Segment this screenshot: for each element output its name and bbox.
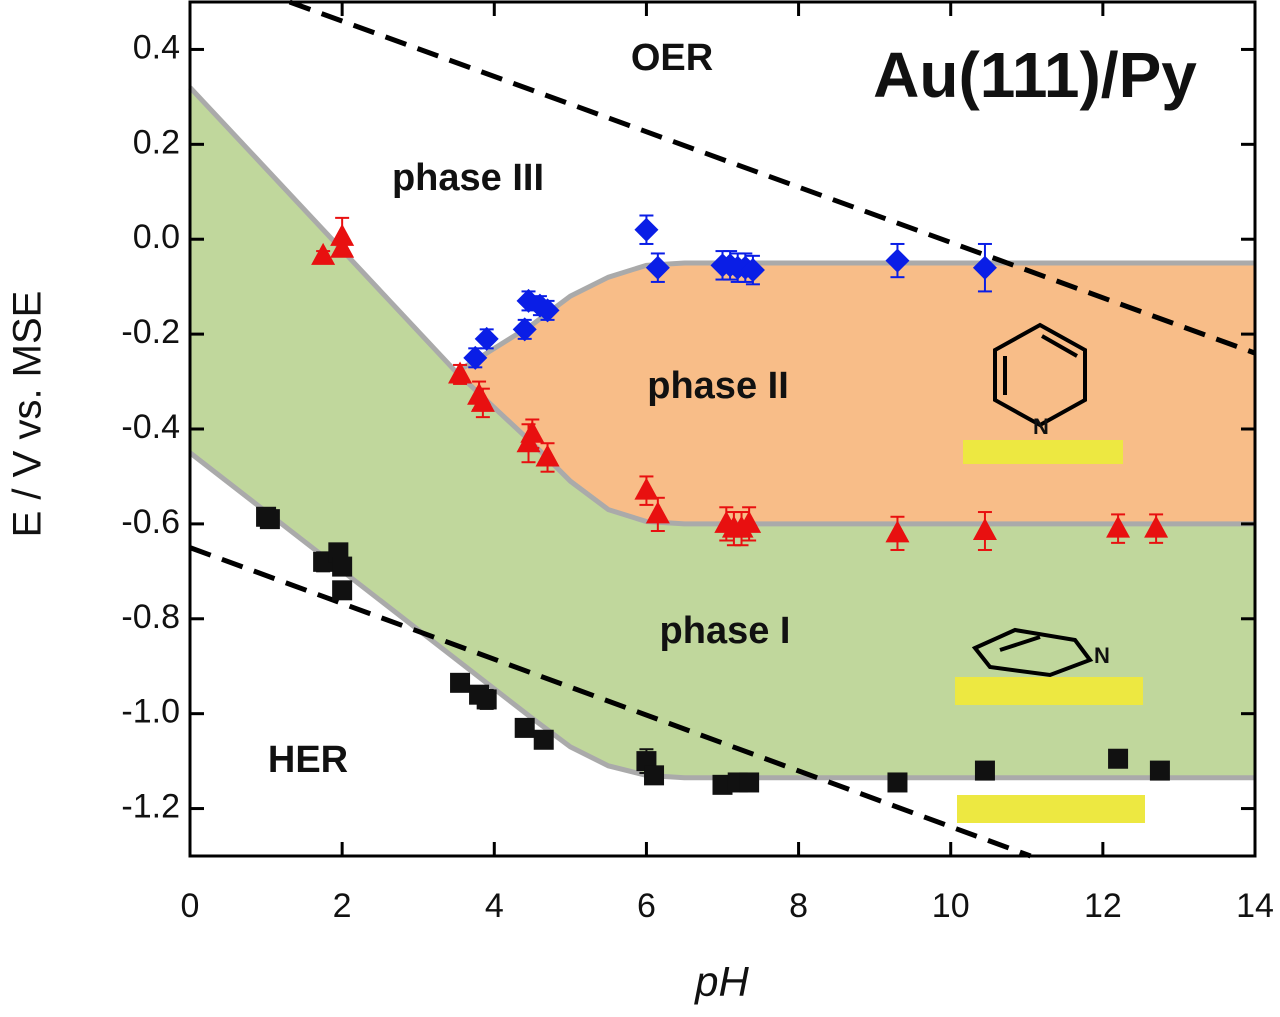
diamond-marker — [463, 345, 488, 370]
diamond-marker — [972, 255, 997, 280]
square-marker — [712, 774, 733, 795]
square-marker — [974, 760, 995, 781]
pyridine-ring — [993, 322, 1087, 428]
y-tick-label: -1.0 — [121, 693, 180, 731]
electrode-bar — [963, 440, 1123, 464]
annotation: phase III — [392, 157, 544, 199]
square-marker — [313, 551, 334, 572]
annotation: phase I — [660, 610, 791, 652]
y-tick-label: -0.6 — [121, 503, 180, 541]
square-marker — [644, 765, 665, 786]
diamond-marker — [645, 255, 670, 280]
diamond-marker — [740, 258, 765, 283]
triangle-marker — [634, 477, 659, 500]
x-tick-label: 2 — [333, 887, 352, 925]
annotation: OER — [631, 37, 713, 79]
pyridine-bond — [1041, 334, 1078, 358]
electrode-bar — [955, 677, 1143, 705]
triangle-marker — [645, 501, 670, 524]
y-tick-label: 0.2 — [133, 123, 180, 161]
triangle-marker — [470, 389, 495, 412]
triangle-marker — [972, 518, 997, 541]
y-tick-label: 0.4 — [133, 28, 180, 66]
x-tick-label: 6 — [637, 887, 656, 925]
square-marker — [332, 580, 353, 601]
triangle-marker — [330, 223, 355, 246]
pyridine-ring — [971, 627, 1094, 678]
y-tick-label: -0.4 — [121, 408, 180, 446]
triangle-marker — [737, 510, 762, 533]
square-marker — [533, 729, 554, 750]
square-marker — [887, 772, 908, 793]
square-marker — [450, 672, 471, 693]
molecule-upright — [993, 322, 1087, 428]
y-tick-label: -1.2 — [121, 788, 180, 826]
x-tick-label: 14 — [1236, 887, 1274, 925]
diamond-marker — [634, 217, 659, 242]
chart-title: Au(111)/Py — [873, 39, 1197, 111]
square-marker — [476, 689, 497, 710]
annotation: HER — [268, 739, 348, 781]
diamond-marker — [885, 248, 910, 273]
y-tick-label: -0.2 — [121, 313, 180, 351]
phase-boundary — [188, 85, 459, 374]
pyridine-bond — [999, 635, 1041, 652]
y-tick-label: 0.0 — [133, 218, 180, 256]
x-tick-label: 0 — [181, 887, 200, 925]
triangle-marker — [885, 520, 910, 543]
square-marker — [514, 717, 535, 738]
y-tick-label: -0.8 — [121, 598, 180, 636]
diamond-marker — [474, 326, 499, 351]
phase-i-region — [190, 87, 1255, 778]
diamond-marker — [512, 317, 537, 342]
triangle-marker — [448, 361, 473, 384]
annotation: phase II — [647, 365, 789, 407]
reference-line — [288, 0, 1256, 356]
reference-line — [189, 545, 1032, 859]
atom-label: N — [1033, 414, 1049, 439]
triangle-marker — [1106, 515, 1131, 538]
phase-boundary — [454, 260, 1255, 375]
y-axis-label: E / V vs. MSE — [6, 291, 50, 538]
triangle-marker — [1144, 515, 1169, 538]
regions — [190, 87, 1255, 778]
x-tick-label: 10 — [932, 887, 970, 925]
atom-label: N — [1094, 643, 1110, 668]
triangle-marker — [520, 420, 545, 443]
square-marker — [1149, 760, 1170, 781]
x-tick-label: 8 — [789, 887, 808, 925]
square-marker — [259, 509, 280, 530]
x-tick-label: 12 — [1084, 887, 1122, 925]
square-marker — [739, 772, 760, 793]
electrode-bar — [957, 795, 1145, 823]
triangle-marker — [535, 444, 560, 467]
triangle-marker — [330, 235, 355, 258]
x-tick-label: 4 — [485, 887, 504, 925]
marks — [256, 214, 1170, 795]
diamond-marker — [535, 298, 560, 323]
molecule-flat — [971, 627, 1094, 678]
square-marker — [1108, 748, 1129, 769]
square-marker — [332, 556, 353, 577]
x-axis-label: pH — [693, 958, 749, 1005]
triangle-marker — [311, 242, 336, 265]
